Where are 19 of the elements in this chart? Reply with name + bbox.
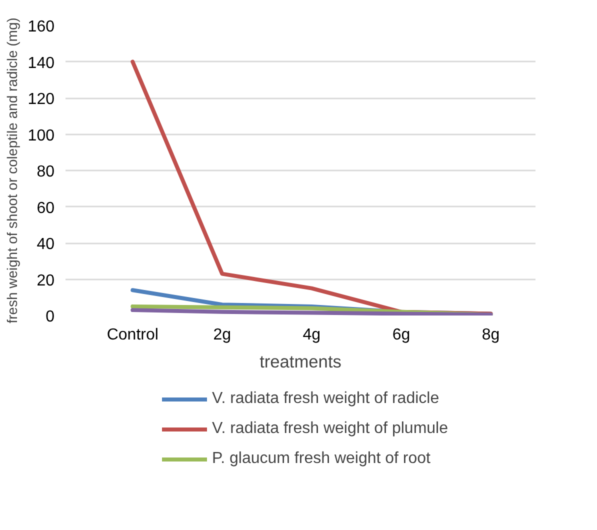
x-axis-title: treatments [260,352,342,372]
y-tick-label: 120 [28,91,55,108]
y-tick-label: 20 [36,272,55,290]
legend-label: V. radiata fresh weight of plumule [212,420,448,438]
legend-label: V. radiata fresh weight of radicle [212,390,440,408]
y-tick-label: 100 [28,127,55,144]
y-tick-label: 80 [36,164,55,180]
legend-label: P. glaucum fresh weight of root [212,450,430,468]
y-tick-label: 40 [36,236,55,253]
x-tick-label: 6g [392,326,410,344]
x-tick-label: 8g [482,326,500,344]
x-tick-label: 4g [302,326,321,344]
y-tick-label: 160 [28,18,55,36]
x-tick-label: Control [106,326,158,344]
x-tick-label: 2g [213,326,232,344]
y-axis-title: fresh weight of shoot or coleptile and radicle (mg) [4,18,20,324]
y-tick-label: 60 [36,200,55,217]
y-tick-label: 0 [46,308,55,326]
y-tick-label: 140 [28,54,55,72]
